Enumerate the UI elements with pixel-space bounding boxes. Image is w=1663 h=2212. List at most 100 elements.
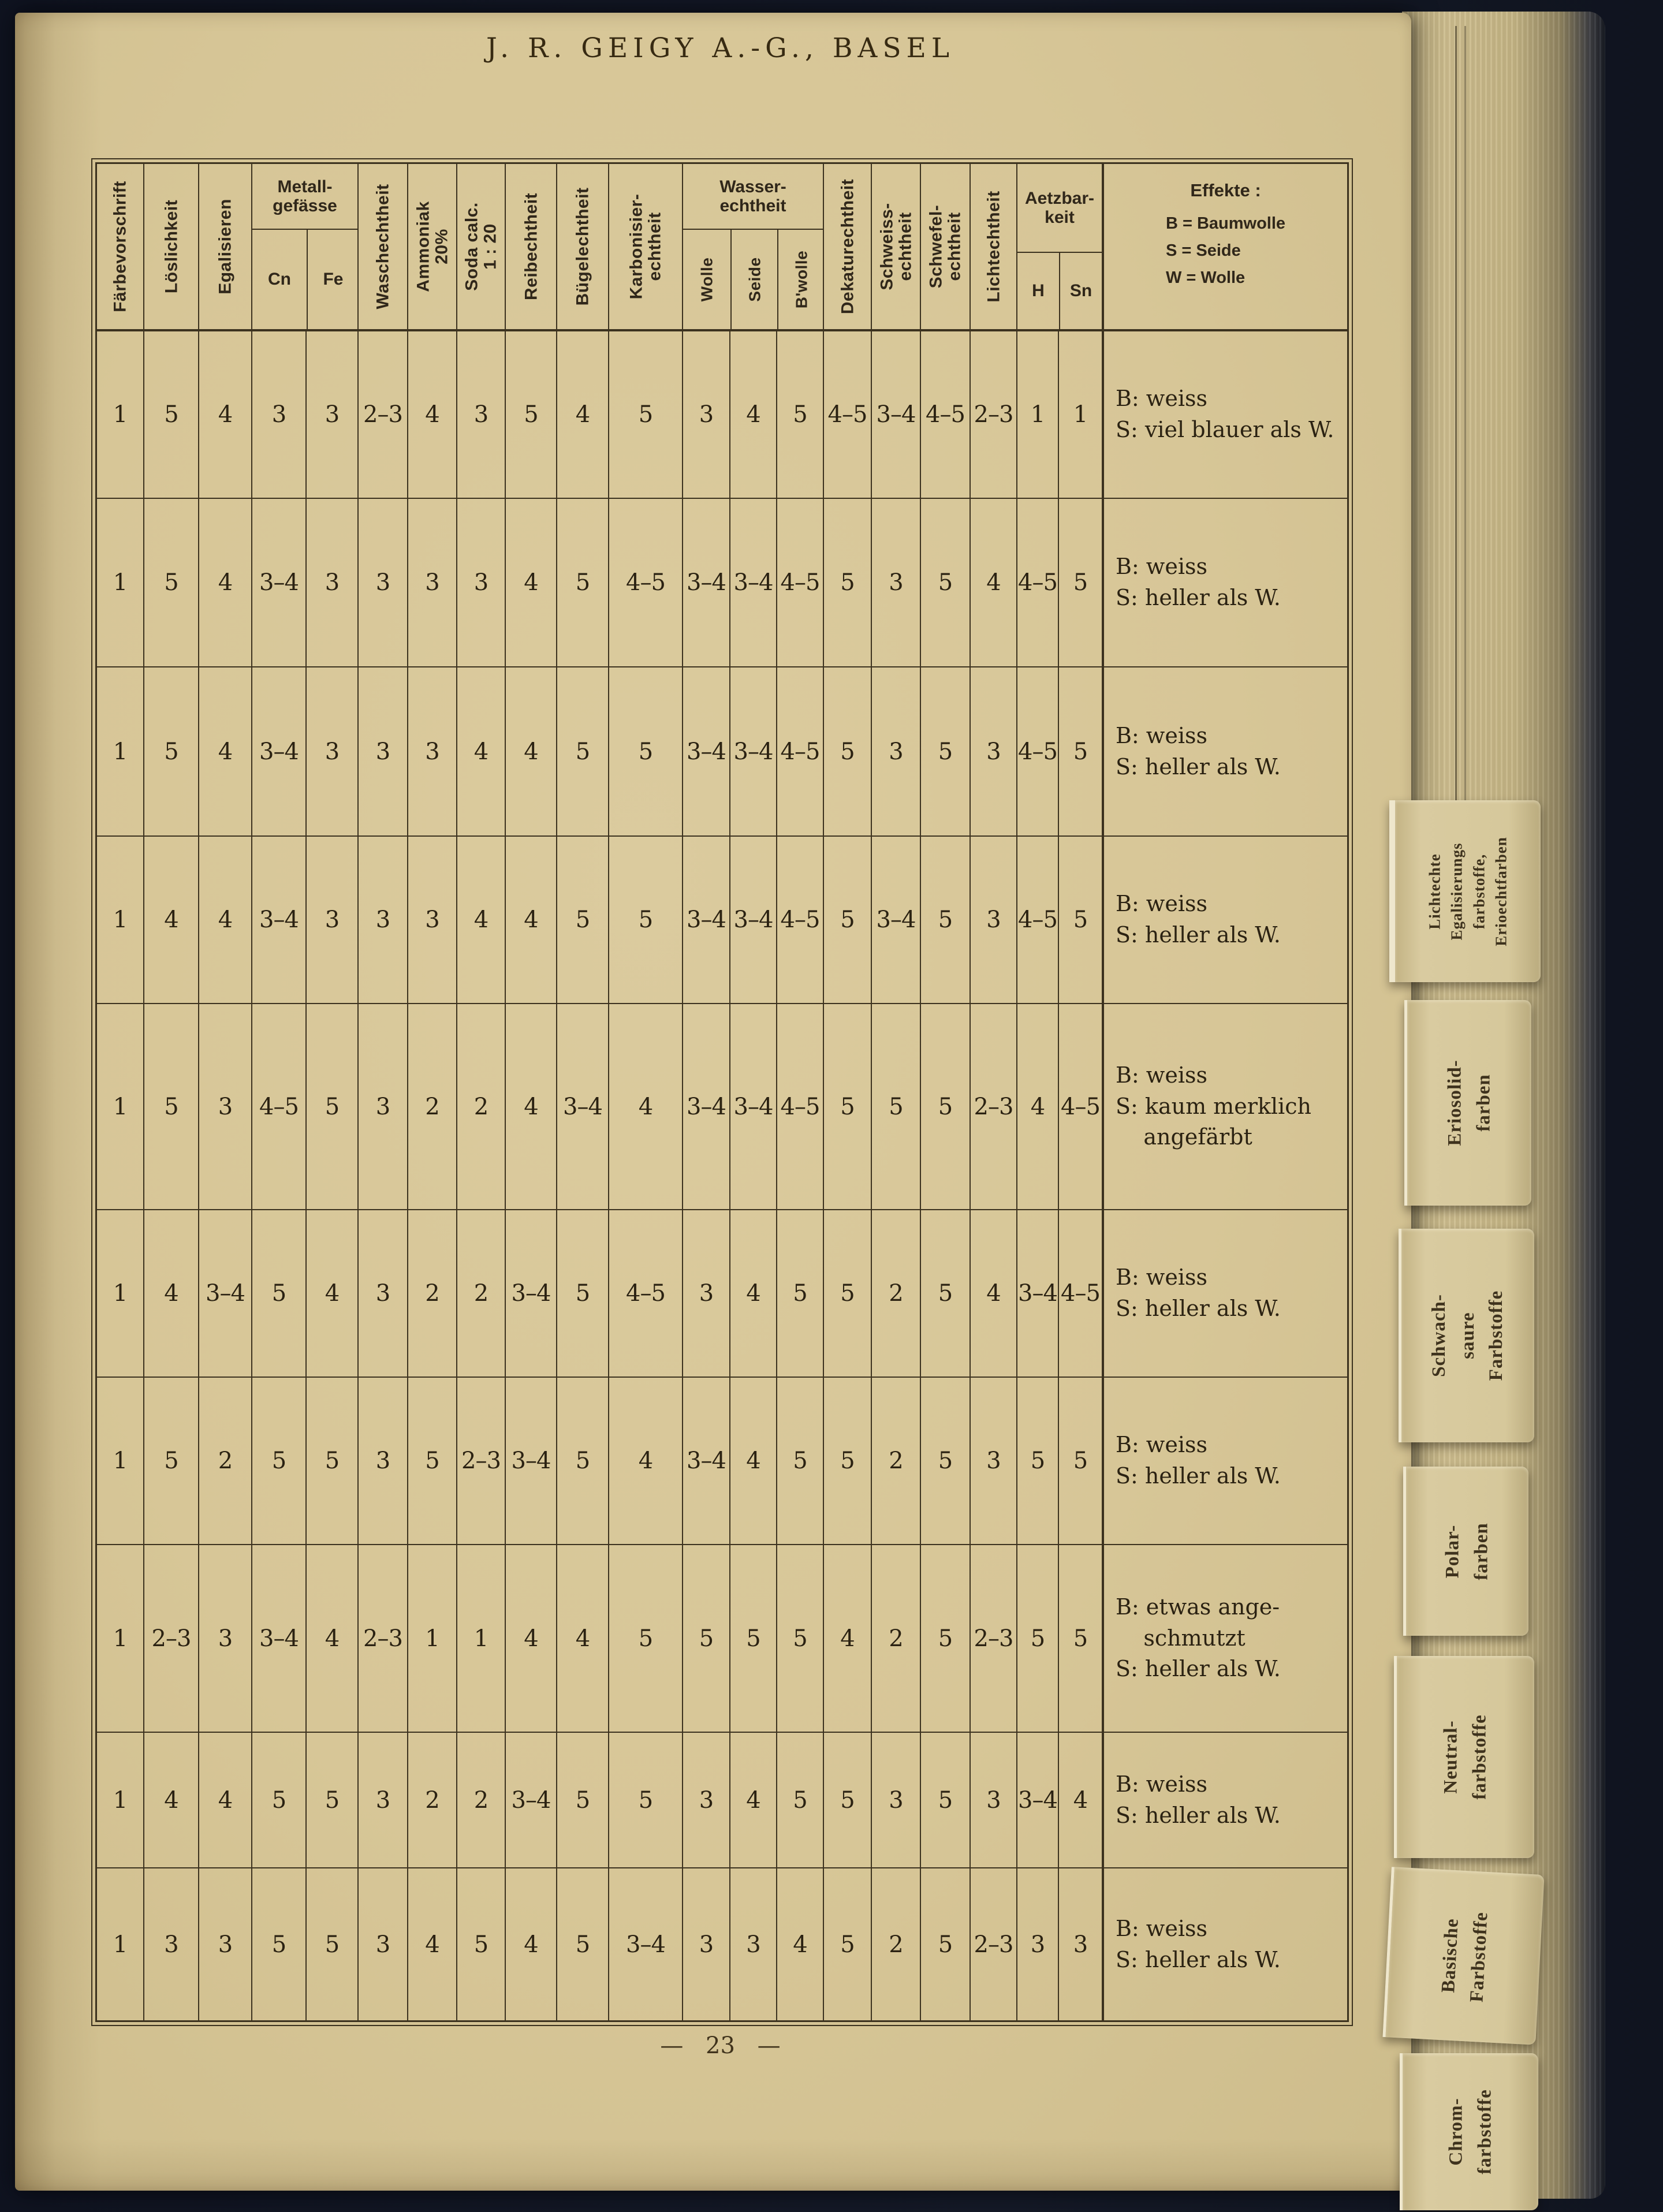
grade-cell: 2: [872, 1210, 921, 1377]
grade-cell: 1: [1017, 331, 1059, 498]
grade-cell: 3: [307, 667, 359, 835]
col-header-soda: Soda calc. 1 : 20: [457, 164, 506, 329]
col-label: Egalisieren: [215, 199, 235, 294]
group-subcolumns: Cn Fe: [252, 230, 357, 329]
grade-cell: 5: [921, 1378, 971, 1544]
col-label: Lichtechtheit: [983, 191, 1003, 303]
col-header-seide: Seide: [730, 230, 777, 329]
grade-cell: 5: [144, 331, 199, 498]
grade-cell: 5: [609, 837, 683, 1003]
grade-cell: 3: [683, 1210, 730, 1377]
grade-cell: 3–4: [609, 1868, 683, 2020]
grade-cell: 5: [1073, 907, 1088, 933]
grade-cell: 5: [921, 1733, 971, 1867]
col-header-reibechtheit: Reibechtheit: [506, 164, 557, 329]
grade-cell: 2: [457, 1004, 506, 1209]
grade-cell: 4: [971, 499, 1017, 666]
group-label: Wasser- echtheit: [683, 164, 823, 230]
grade-cell: 4: [777, 1868, 824, 2020]
grade-cell: 5: [921, 1545, 971, 1732]
grade-cell: 3: [408, 499, 457, 666]
grade-cell: 4: [506, 1004, 557, 1209]
grade-cell: 4: [730, 1210, 777, 1377]
grade-cell: 5: [557, 1210, 609, 1377]
grade-cell: 5: [144, 1378, 199, 1544]
grade-cell: 2: [872, 1868, 921, 2020]
grade-cell: 5: [307, 1733, 359, 1867]
grade-cell: 4–5: [609, 1210, 683, 1377]
tab-schwachsaure-farbstoffe: Schwach- saure Farbstoffe: [1399, 1229, 1534, 1442]
grade-cell: 1: [97, 1733, 144, 1867]
grade-cell: 4: [609, 1378, 683, 1544]
grade-cell: 4–5: [1017, 499, 1059, 666]
grade-cell: 4–5: [1017, 837, 1059, 1003]
grade-cell: 1: [97, 499, 144, 666]
grade-cell: 4: [609, 1004, 683, 1209]
group-subcolumns: Wolle Seide B'wolle: [683, 230, 823, 329]
grade-cell: 4: [199, 1733, 252, 1867]
tab-eriosolidfarben: Eriosolid- farben: [1404, 1000, 1531, 1206]
grade-cell: 5: [921, 1868, 971, 2020]
grade-cell: 5: [144, 499, 199, 666]
grade-cell: 4–5: [1061, 1280, 1101, 1307]
grade-cell: 3: [359, 499, 408, 666]
grade-cell: 5: [408, 1378, 457, 1544]
effekte-cell: B: weiss S: kaum merklich angefärbt: [1102, 1004, 1347, 1209]
grade-cell: 4: [506, 1868, 557, 2020]
grade-cell: 5: [777, 1733, 824, 1867]
grade-cell: 2: [408, 1210, 457, 1377]
grade-cell: 3: [252, 331, 307, 498]
grade-cell: 4: [1073, 1786, 1088, 1814]
grade-cell: 5: [1073, 569, 1088, 596]
grade-cell: 3–4: [199, 1210, 252, 1377]
effekte-legend: B = Baumwolle S = Seide W = Wolle: [1165, 214, 1286, 287]
grade-cell: 5: [1017, 1378, 1059, 1544]
col-header-ammoniak: Ammoniak 20%: [408, 164, 457, 329]
grade-cell: 4–5: [921, 331, 971, 498]
tab-neutralfarbstoffe: Neutral- farbstoffe: [1394, 1656, 1534, 1858]
grade-cell: 4: [1017, 1004, 1059, 1209]
grade-cell: 5: [730, 1545, 777, 1732]
grade-cell: 1: [1073, 401, 1088, 428]
grade-cell: 5: [307, 1004, 359, 1209]
grade-cell: 3–4: [1017, 1733, 1059, 1867]
grade-cell: 5: [824, 667, 872, 835]
grade-cell: 5: [1017, 1545, 1059, 1732]
col-label: Ammoniak 20%: [413, 201, 451, 292]
grade-cell: 4: [307, 1545, 359, 1732]
effekte-cell: B: weiss S: heller als W.: [1102, 837, 1347, 1003]
col-label: Färbevorschrift: [110, 181, 130, 312]
grade-cell: 4–5: [777, 499, 824, 666]
grade-cell: 4: [457, 837, 506, 1003]
grade-cell: 5: [557, 1868, 609, 2020]
grade-cell: 4–5: [609, 499, 683, 666]
table-row: 1 5 4 3–4 3 3 3 3 4 5 4–5 3–4 3–4 4–5 5 3 5 4 4–5 5 B: weiss…: [97, 499, 1347, 667]
grade-cell: 3: [683, 1868, 730, 2020]
grade-cell: 3: [199, 1868, 252, 2020]
grade-cell: 5: [777, 1210, 824, 1377]
grade-cell: 3–4: [683, 1378, 730, 1544]
col-header-cn: Cn: [268, 270, 291, 289]
effekte-cell: B: weiss S: heller als W.: [1102, 499, 1347, 666]
grade-cell: 2: [408, 1004, 457, 1209]
grade-cell: 4–5: [1061, 1093, 1101, 1120]
grade-cell: 3–4: [683, 499, 730, 666]
col-header-dekaturechtheit: Dekaturechtheit: [824, 164, 872, 329]
grade-cell: 3–4: [252, 667, 307, 835]
page-title: J. R. GEIGY A.-G., BASEL: [486, 32, 955, 64]
grade-cell: 4–5: [777, 667, 824, 835]
grade-cell: 4: [506, 1545, 557, 1732]
table-row: 1 5 4 3 3 2–3 4 3 5 4 5 3 4 5 4–5 3–4 4–5 2–3 1 1 B: weiss S…: [97, 331, 1347, 499]
table-header: Färbevorschrift Löslichkeit Egalisieren …: [97, 164, 1347, 331]
grade-cell: 3: [359, 1733, 408, 1867]
grade-cell: 5: [824, 1733, 872, 1867]
grade-cell: 5: [921, 1004, 971, 1209]
grade-cell: 4: [457, 667, 506, 835]
grade-cell: 5: [557, 1733, 609, 1867]
grade-cell: 5: [1073, 1625, 1088, 1652]
tab-polarfarben: Polar- farben: [1403, 1467, 1528, 1636]
grade-cell: 3: [307, 331, 359, 498]
grade-cell: 3: [359, 837, 408, 1003]
grade-cell: 5: [609, 331, 683, 498]
